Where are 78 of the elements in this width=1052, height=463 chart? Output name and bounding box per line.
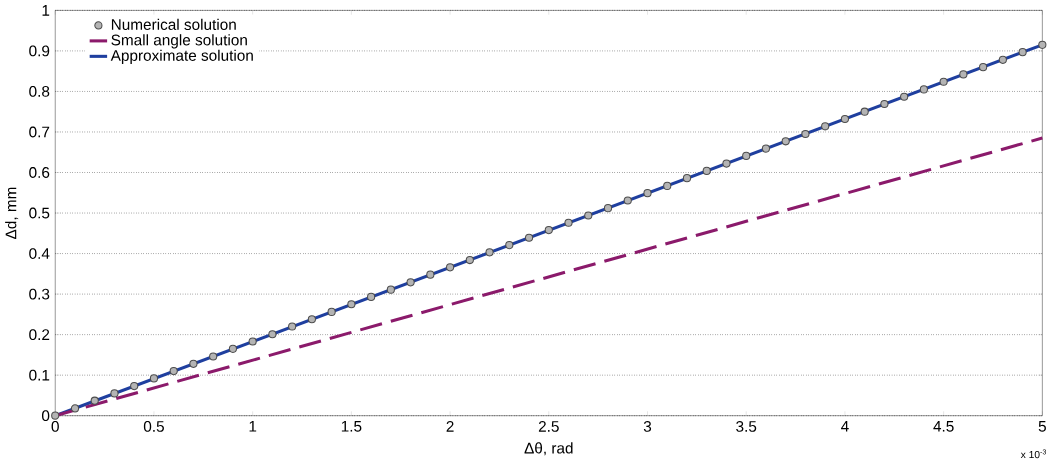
x-tick-label: 2.5 <box>538 420 559 432</box>
point <box>228 344 238 353</box>
point <box>465 255 474 264</box>
y-tick-label: 0.5 <box>29 207 50 219</box>
y-axis-title: Δd, mm <box>5 187 19 239</box>
text: x 10$^{-3}$ <box>1020 449 1047 459</box>
x-tick-label: 5 <box>1038 420 1046 432</box>
point <box>51 411 60 420</box>
point <box>524 233 534 242</box>
point <box>406 278 415 287</box>
point <box>860 107 869 116</box>
point <box>603 203 613 213</box>
x-tick-label: 1.5 <box>341 420 362 432</box>
point <box>248 337 257 346</box>
point <box>544 225 553 235</box>
point <box>169 366 178 376</box>
point <box>367 292 376 301</box>
point <box>722 159 731 168</box>
point <box>70 404 80 413</box>
point <box>288 322 297 331</box>
x-tick-label: 3.5 <box>736 420 757 432</box>
y-tick-label: 0.3 <box>29 288 50 300</box>
point <box>209 352 218 361</box>
legend-label: Small angle solution <box>111 34 247 49</box>
point <box>347 300 356 309</box>
point <box>663 181 672 190</box>
x-tick-label: 1 <box>249 420 257 432</box>
y-tick-label: 0.9 <box>29 45 50 57</box>
point <box>900 92 909 101</box>
y-tick-label: 1 <box>42 4 50 16</box>
point <box>702 166 711 175</box>
point <box>742 151 751 160</box>
y-tick-label: 0.1 <box>29 369 50 381</box>
point <box>840 114 850 123</box>
point <box>939 77 948 86</box>
point <box>919 85 928 94</box>
legend-label: Numerical solution <box>111 18 236 30</box>
point <box>130 381 139 391</box>
point <box>801 129 810 138</box>
point <box>643 188 652 198</box>
point <box>268 330 277 339</box>
point <box>446 263 455 272</box>
legend-label: Approximate solution <box>110 49 253 64</box>
point <box>959 70 968 79</box>
y-tick-label: 0.8 <box>29 85 50 97</box>
x-tick-label: 4 <box>841 420 849 432</box>
point <box>623 196 632 205</box>
point <box>682 173 692 183</box>
y-tick-label: 0.7 <box>29 126 50 138</box>
x-tick-label: 4.5 <box>933 420 954 432</box>
point <box>149 374 159 383</box>
point <box>781 137 790 146</box>
y-tick-label: 0.4 <box>29 248 50 259</box>
x-tick-label: 3 <box>643 420 652 432</box>
point <box>761 144 771 153</box>
point <box>485 248 494 257</box>
point <box>90 396 99 405</box>
point <box>110 389 119 398</box>
point <box>505 240 514 250</box>
point <box>307 315 316 324</box>
point <box>1018 47 1027 57</box>
point <box>327 307 336 316</box>
y-tick-label: 0 <box>41 410 50 421</box>
point <box>998 55 1007 64</box>
point <box>189 359 198 368</box>
y-tick-label: 0.2 <box>29 329 50 340</box>
x-tick-label: 2 <box>446 420 454 432</box>
y-tick-label: 0.6 <box>29 166 50 178</box>
x-tick-label: 0.5 <box>143 420 164 432</box>
x-axis-title: Δθ, rad <box>524 442 573 456</box>
point <box>979 62 988 72</box>
point <box>821 122 830 131</box>
x-tick-label: 0 <box>51 420 59 432</box>
point <box>426 270 435 279</box>
point <box>386 285 395 294</box>
point <box>584 211 593 220</box>
point <box>564 218 573 227</box>
point <box>880 99 889 108</box>
